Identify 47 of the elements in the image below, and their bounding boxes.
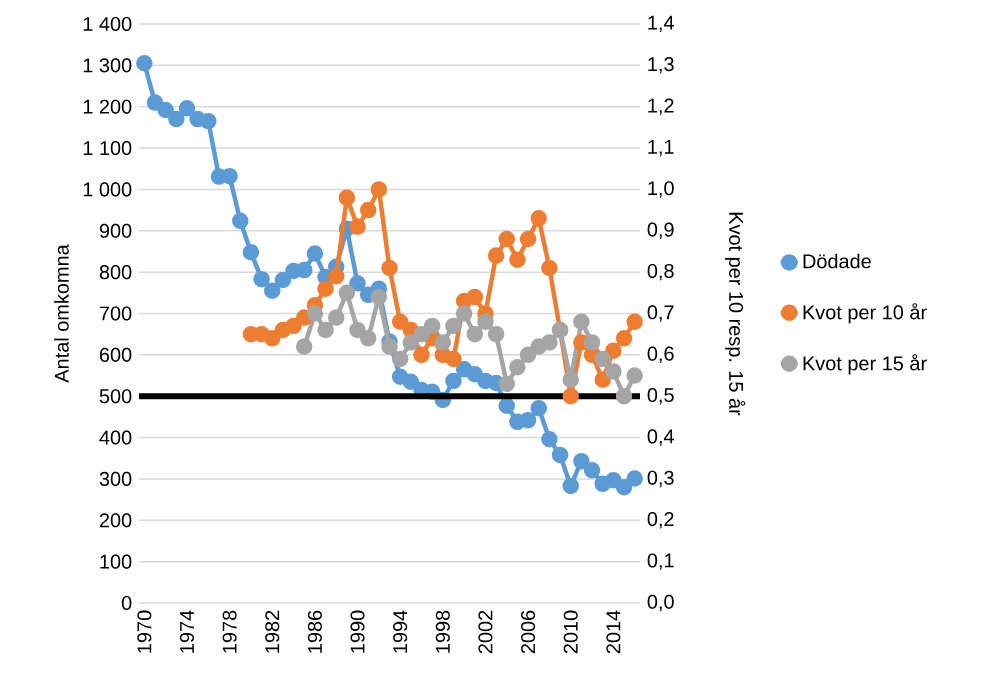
y2-axis-title: Kvot per 10 resp. 15 år <box>725 212 746 416</box>
y-axis-title: Antal omkomna <box>54 244 69 383</box>
y-tick-label: 0 <box>121 595 132 611</box>
x-tick-label: 2002 <box>478 610 493 654</box>
y-tick-label: 1 300 <box>83 58 132 73</box>
y2-tick-label: 0,3 <box>647 470 674 488</box>
x-tick-label: 1986 <box>307 610 322 653</box>
y-tick-label: 900 <box>99 223 132 238</box>
y-tick-label: 500 <box>99 389 132 404</box>
legend-label: Dödade <box>803 253 871 269</box>
x-tick-label: 1970 <box>137 610 152 653</box>
y-tick-label: 300 <box>99 471 132 486</box>
y-tick-label: 200 <box>99 513 132 528</box>
y-tick-label: 600 <box>99 347 132 362</box>
x-tick-label: 1998 <box>435 610 450 653</box>
y2-tick-label: 0,2 <box>647 512 674 529</box>
y2-tick-label: 0,6 <box>647 346 674 364</box>
y-tick-label: 1 200 <box>83 99 132 114</box>
y-tick-label: 100 <box>100 554 132 569</box>
x-tick-label: 2006 <box>521 610 536 654</box>
y2-tick-label: 0,8 <box>647 263 674 281</box>
y2-tick-label: 1,3 <box>648 57 674 74</box>
x-tick-label: 1974 <box>179 610 195 653</box>
y-tick-label: 1 100 <box>83 141 132 156</box>
x-tick-label: 1978 <box>222 610 237 653</box>
y2-tick-label: 1,4 <box>648 15 674 33</box>
x-tick-label: 1990 <box>350 610 365 653</box>
y2-tick-label: 1,1 <box>648 139 674 157</box>
y-tick-label: 400 <box>99 430 132 445</box>
x-tick-label: 2014 <box>606 610 621 654</box>
y-tick-label: 1 000 <box>83 182 132 197</box>
x-tick-label: 2010 <box>563 610 578 654</box>
y2-tick-label: 0,5 <box>647 387 674 405</box>
y-tick-label: 700 <box>99 306 132 321</box>
y-tick-label: 800 <box>99 265 132 280</box>
x-tick-label: 1982 <box>265 610 280 653</box>
legend-label: Kvot per 15 år <box>803 354 927 375</box>
y2-tick-label: 0,9 <box>647 222 674 239</box>
y2-tick-label: 1,2 <box>648 98 674 115</box>
y-tick-label: 1 400 <box>83 16 132 32</box>
y2-tick-label: 0,1 <box>647 553 674 570</box>
x-tick-label: 1994 <box>393 610 408 653</box>
y2-tick-label: 0,7 <box>647 305 674 322</box>
y2-tick-label: 0,0 <box>647 594 674 612</box>
y2-tick-label: 1,0 <box>648 181 674 198</box>
y2-tick-label: 0,4 <box>647 429 674 446</box>
legend-label: Kvot per 10 år <box>803 303 927 324</box>
